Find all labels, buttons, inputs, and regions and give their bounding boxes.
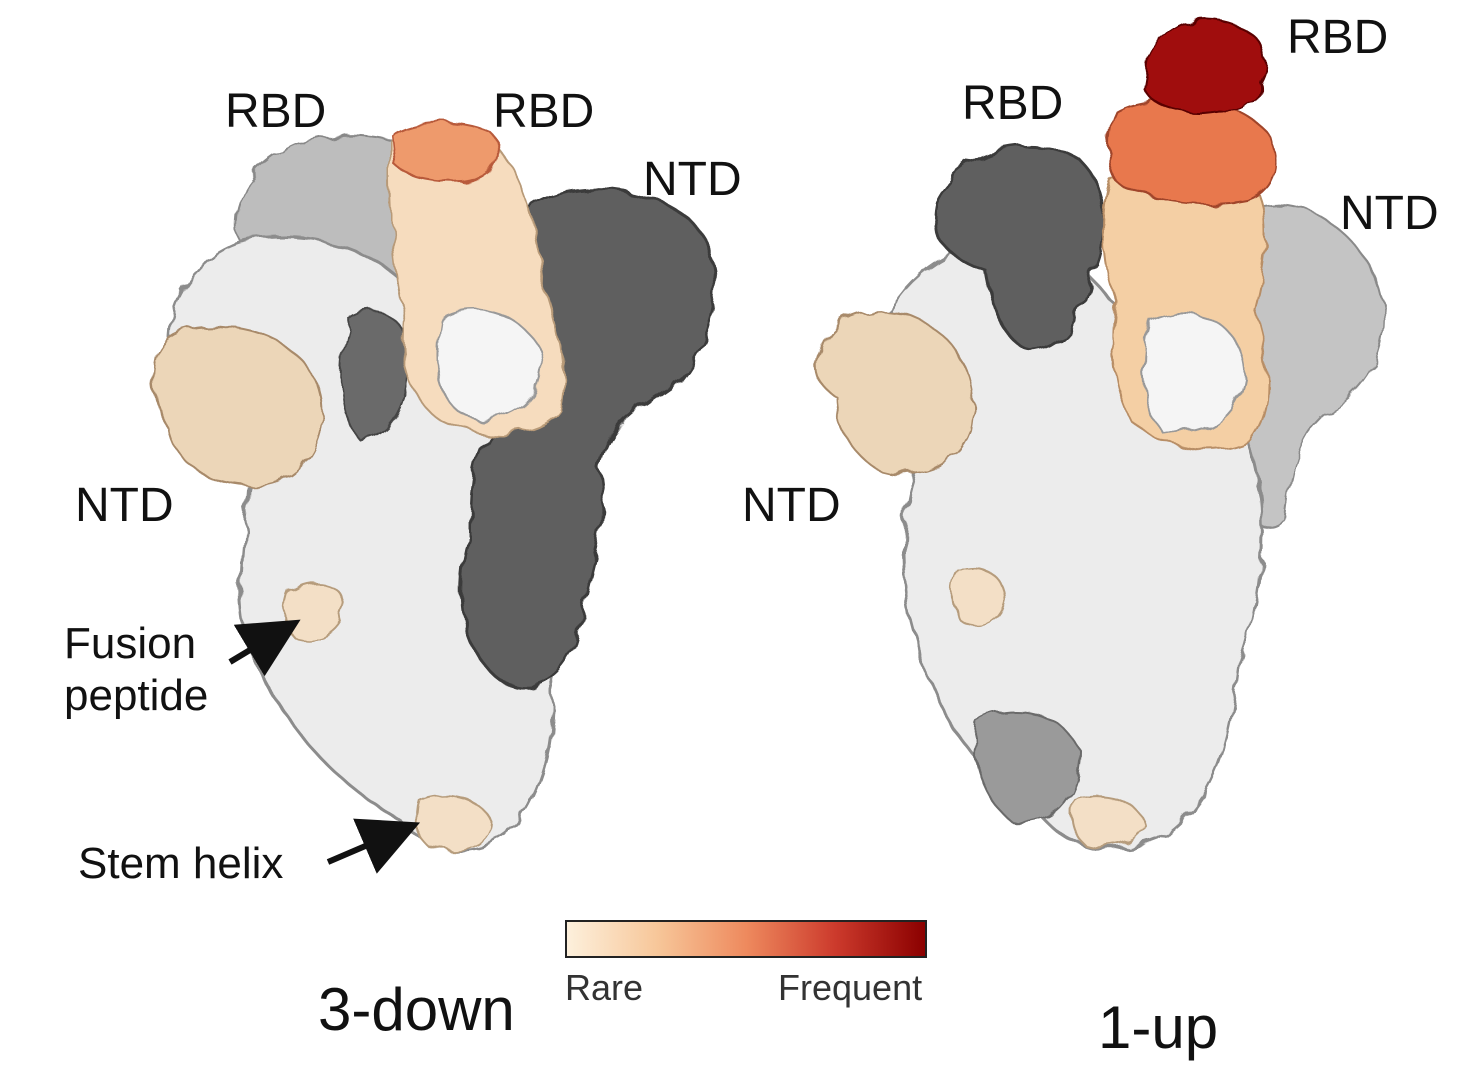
spike-3-down-structure — [152, 121, 717, 852]
frequency-color-scale — [565, 920, 927, 958]
stem-helix-arrow — [326, 818, 421, 874]
spike-1-up-structure — [816, 19, 1386, 852]
label-rbd-left-b: RBD — [493, 85, 595, 138]
label-ntd-left-top: NTD — [643, 153, 742, 206]
label-ntd-right-left: NTD — [742, 479, 841, 532]
label-ntd-left-side: NTD — [75, 479, 174, 532]
label-rbd-left-a: RBD — [225, 85, 327, 138]
fusion-peptide-arrow — [228, 619, 301, 677]
label-fusion-line1: Fusion — [64, 619, 197, 668]
legend-label-frequent: Frequent — [778, 967, 923, 1008]
label-stem-helix: Stem helix — [78, 839, 284, 888]
legend-label-rare: Rare — [565, 967, 644, 1008]
label-rbd-right-left: RBD — [962, 77, 1064, 130]
label-state-3-down: 3-down — [318, 976, 515, 1043]
label-fusion-line2: peptide — [64, 671, 209, 720]
label-ntd-right-side: NTD — [1340, 187, 1439, 240]
label-rbd-right-up: RBD — [1287, 11, 1389, 64]
label-state-1-up: 1-up — [1098, 994, 1219, 1061]
